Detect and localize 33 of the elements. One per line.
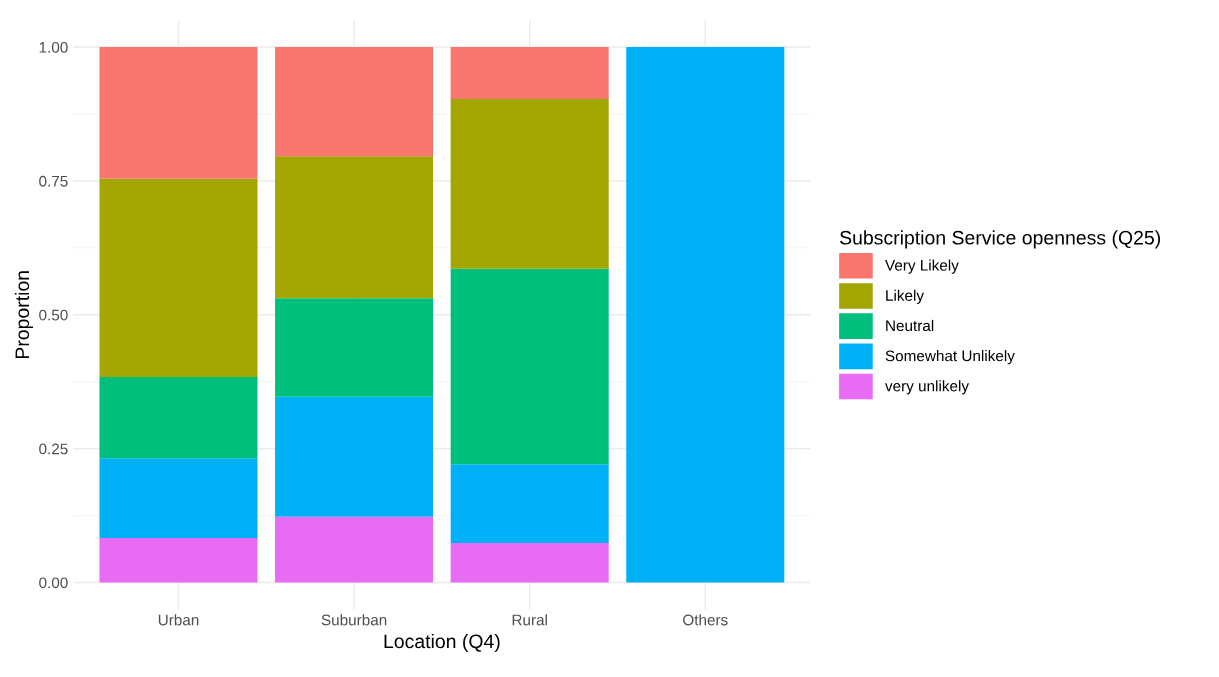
x-tick-label: Urban (158, 614, 199, 626)
y-axis-title: Proportion (14, 271, 33, 359)
y-tick-label: 0.75 (39, 175, 68, 187)
x-axis-title: Location (Q4) (384, 633, 500, 653)
bar (275, 298, 434, 397)
bar (450, 268, 609, 465)
y-tick-label: 0.00 (39, 577, 68, 589)
bar (275, 516, 434, 583)
x-tick-label: Others (683, 614, 728, 626)
legend-label: Somewhat Unlikely (885, 350, 1015, 365)
bar (275, 156, 434, 299)
y-tick-label: 0.50 (39, 309, 68, 321)
legend-label: Likely (886, 289, 924, 304)
bar (450, 542, 609, 583)
bar (99, 376, 258, 459)
x-tick-label: Rural (512, 614, 547, 626)
bar (450, 99, 609, 269)
y-tick-label: 0.25 (39, 443, 68, 455)
x-tick-label: Suburban (321, 614, 387, 626)
bar (275, 396, 434, 517)
bar (275, 47, 434, 157)
legend-label: Neutral (886, 319, 934, 332)
bar (450, 47, 609, 100)
bar (626, 47, 785, 583)
bar (99, 178, 258, 377)
legend-label: very unlikely (885, 380, 969, 395)
bar (99, 458, 258, 539)
legend-label: Very Likely (885, 259, 959, 274)
legend-title: Subscription Service openness (Q25) (840, 230, 1161, 249)
bar (450, 464, 609, 543)
y-tick-label: 1.00 (39, 41, 68, 53)
bar (99, 47, 258, 179)
bar (99, 538, 258, 583)
